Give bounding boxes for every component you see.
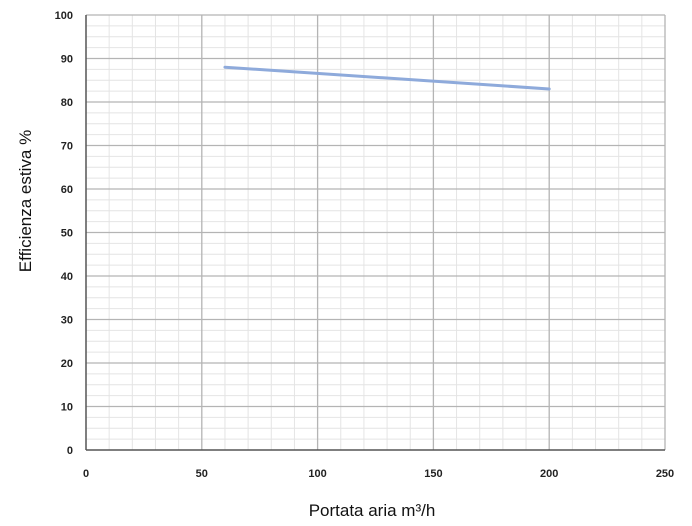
y-tick-label: 40 (61, 271, 73, 283)
y-tick-label: 60 (61, 184, 73, 196)
x-tick-label: 50 (196, 468, 208, 480)
y-tick-label: 90 (61, 54, 73, 66)
y-tick-label: 10 (61, 402, 73, 414)
major-gridlines (86, 14, 666, 450)
x-tick-label: 150 (424, 468, 442, 480)
y-tick-label: 0 (67, 445, 73, 457)
y-tick-label: 80 (61, 97, 73, 109)
x-axis-title: Portata aria m³/h (309, 501, 436, 520)
x-tick-label: 250 (656, 468, 674, 480)
y-tick-label: 100 (55, 10, 73, 22)
series-line (223, 65, 551, 91)
x-tick-label: 0 (83, 468, 89, 480)
y-tick-label: 20 (61, 358, 73, 370)
x-tick-label: 100 (308, 468, 326, 480)
x-tick-label: 200 (540, 468, 558, 480)
y-axis-title: Efficienza estiva % (16, 130, 35, 272)
y-tick-label: 70 (61, 141, 73, 153)
y-tick-labels: 0 10 20 30 40 50 60 70 80 90 100 (55, 10, 73, 457)
series-lines (223, 65, 551, 91)
axes (85, 15, 665, 451)
x-tick-labels: 0 50 100 150 200 250 (83, 468, 674, 480)
y-tick-label: 50 (61, 228, 73, 240)
y-tick-label: 30 (61, 315, 73, 327)
